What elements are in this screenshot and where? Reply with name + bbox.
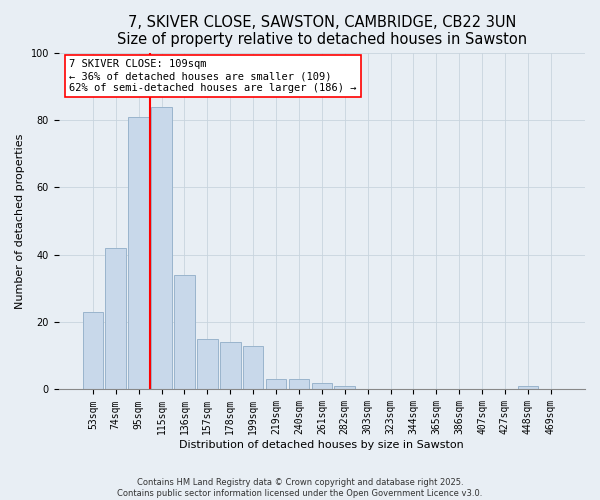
Bar	[289, 380, 309, 390]
Bar	[197, 339, 218, 390]
Bar	[83, 312, 103, 390]
Bar	[518, 386, 538, 390]
Bar	[174, 275, 195, 390]
Bar	[106, 248, 126, 390]
Text: Contains HM Land Registry data © Crown copyright and database right 2025.
Contai: Contains HM Land Registry data © Crown c…	[118, 478, 482, 498]
Bar	[128, 116, 149, 390]
Bar	[220, 342, 241, 390]
Y-axis label: Number of detached properties: Number of detached properties	[15, 134, 25, 309]
Bar	[311, 382, 332, 390]
Bar	[151, 106, 172, 390]
Text: 7 SKIVER CLOSE: 109sqm
← 36% of detached houses are smaller (109)
62% of semi-de: 7 SKIVER CLOSE: 109sqm ← 36% of detached…	[69, 60, 356, 92]
Bar	[334, 386, 355, 390]
X-axis label: Distribution of detached houses by size in Sawston: Distribution of detached houses by size …	[179, 440, 464, 450]
Bar	[266, 380, 286, 390]
Title: 7, SKIVER CLOSE, SAWSTON, CAMBRIDGE, CB22 3UN
Size of property relative to detac: 7, SKIVER CLOSE, SAWSTON, CAMBRIDGE, CB2…	[117, 15, 527, 48]
Bar	[243, 346, 263, 390]
